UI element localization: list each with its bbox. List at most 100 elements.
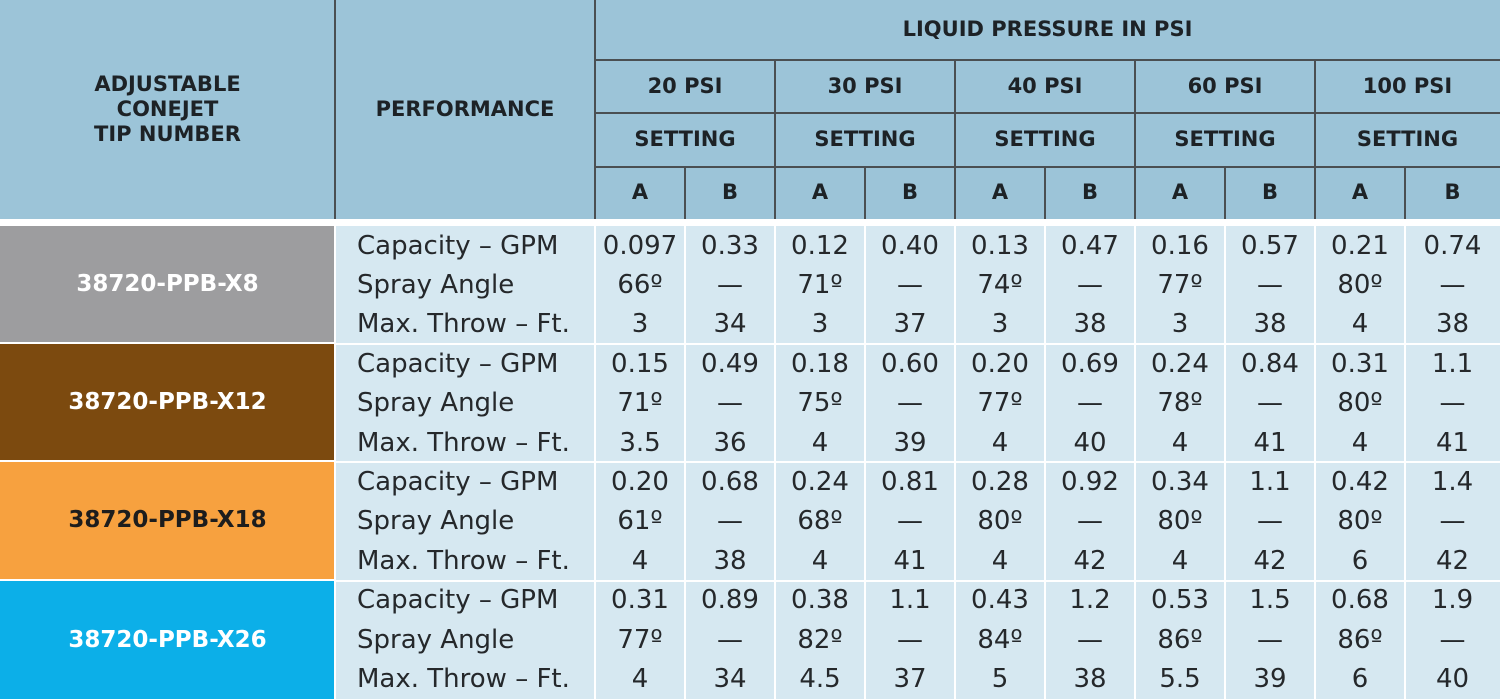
value-cell-text: 1.1 <box>1249 467 1291 498</box>
value-cell: — <box>1045 501 1135 542</box>
setting-letter-header: B <box>865 167 955 219</box>
value-cell-text: 5 <box>991 664 1009 695</box>
value-cell: 41 <box>1225 423 1315 463</box>
value-cell-text: 80º <box>977 506 1023 537</box>
value-cell-text: 34 <box>713 664 747 695</box>
value-cell: 77º <box>1135 265 1225 305</box>
tip-label: 38720-PPB-X12 <box>0 344 335 461</box>
performance-label-text: Spray Angle <box>357 506 515 537</box>
value-cell-text: 37 <box>893 664 927 695</box>
value-cell-text: 0.40 <box>881 230 939 261</box>
setting-header: SETTING <box>1135 113 1315 167</box>
setting-header: SETTING <box>1315 113 1500 167</box>
performance-label: Spray Angle <box>335 501 595 542</box>
value-cell: 77º <box>955 383 1045 423</box>
value-cell-text: — <box>1077 270 1103 301</box>
value-cell: 0.84 <box>1225 344 1315 384</box>
header-gap <box>0 219 1500 226</box>
value-cell-text: 74º <box>977 270 1023 301</box>
value-cell: — <box>1045 265 1135 305</box>
header-divider <box>1404 167 1406 219</box>
value-cell: — <box>1045 383 1135 423</box>
tip-label-text: 38720-PPB-X8 <box>76 271 259 298</box>
value-cell-text: 80º <box>1157 506 1203 537</box>
value-cell: — <box>685 620 775 660</box>
value-cell: 80º <box>955 501 1045 542</box>
value-cell: 86º <box>1315 620 1405 660</box>
value-cell-text: 5.5 <box>1159 664 1201 695</box>
value-cell: 37 <box>865 659 955 699</box>
value-cell: — <box>1225 265 1315 305</box>
value-cell: 1.2 <box>1045 580 1135 620</box>
value-cell-text: 0.74 <box>1423 230 1482 261</box>
value-cell: 84º <box>955 620 1045 660</box>
value-cell: 1.9 <box>1405 580 1500 620</box>
value-cell-text: 1.2 <box>1069 585 1111 616</box>
value-cell-text: 39 <box>893 427 927 458</box>
value-cell-text: 0.18 <box>791 348 849 379</box>
block-divider <box>335 461 1500 464</box>
value-cell-text: 4 <box>1171 545 1189 576</box>
setting-header-text: SETTING <box>634 127 736 152</box>
value-cell: 71º <box>775 265 865 305</box>
value-cell-text: 71º <box>797 270 843 301</box>
pressure-header-text: 60 PSI <box>1187 73 1263 98</box>
setting-header: SETTING <box>595 113 775 167</box>
header-divider <box>595 166 1500 168</box>
value-cell: 0.15 <box>595 344 685 384</box>
value-cell: 1.1 <box>1225 462 1315 502</box>
value-cell: — <box>685 383 775 423</box>
value-cell: 1.1 <box>865 580 955 620</box>
value-cell: 40 <box>1405 659 1500 699</box>
value-cell-text: 3.5 <box>619 427 661 458</box>
value-cell: 0.097 <box>595 226 685 266</box>
value-cell-text: 4 <box>631 664 649 695</box>
performance-label-text: Capacity – GPM <box>357 467 559 498</box>
value-cell-text: 77º <box>617 624 663 655</box>
value-cell-text: 0.53 <box>1151 585 1209 616</box>
value-cell-text: 0.31 <box>1331 348 1389 379</box>
value-cell: 4 <box>1315 304 1405 345</box>
value-cell-text: 86º <box>1157 624 1203 655</box>
value-cell-text: 0.20 <box>611 467 669 498</box>
value-cell: — <box>1405 265 1500 305</box>
value-cell-text: 78º <box>1157 388 1203 419</box>
value-cell-text: 4 <box>1351 309 1369 340</box>
value-cell-text: 0.28 <box>971 467 1029 498</box>
value-cell-text: 0.47 <box>1061 230 1119 261</box>
value-cell: — <box>865 265 955 305</box>
setting-letter-header-text: A <box>631 180 649 205</box>
setting-letter-header-text: A <box>991 180 1009 205</box>
value-cell: 0.31 <box>595 580 685 620</box>
performance-label: Max. Throw – Ft. <box>335 659 595 699</box>
value-cell-text: 0.20 <box>971 348 1029 379</box>
value-cell-text: 3 <box>631 309 649 340</box>
value-cell-text: 75º <box>797 388 843 419</box>
header-divider <box>594 0 596 219</box>
setting-letter-header-text: B <box>1081 180 1098 205</box>
value-cell: 0.68 <box>685 462 775 502</box>
value-cell-text: 40 <box>1435 664 1470 695</box>
setting-letter-header: A <box>955 167 1045 219</box>
value-cell: 0.74 <box>1405 226 1500 266</box>
value-cell-text: 0.81 <box>881 467 939 498</box>
header-divider <box>954 60 956 219</box>
value-cell-text: 0.33 <box>701 230 759 261</box>
value-cell: 0.33 <box>685 226 775 266</box>
value-cell-text: 0.43 <box>971 585 1029 616</box>
setting-letter-header-text: B <box>721 180 738 205</box>
header-divider <box>864 167 866 219</box>
setting-header: SETTING <box>955 113 1135 167</box>
value-cell-text: 4 <box>991 427 1009 458</box>
performance-label: Capacity – GPM <box>335 226 595 266</box>
value-cell: 0.12 <box>775 226 865 266</box>
value-cell-text: 0.42 <box>1331 467 1389 498</box>
value-cell-text: — <box>1439 270 1466 301</box>
header-divider <box>334 0 336 219</box>
setting-header-text: SETTING <box>994 127 1096 152</box>
header-divider <box>1314 60 1316 219</box>
value-cell: 4 <box>775 541 865 581</box>
block-divider <box>335 343 1500 346</box>
value-cell: 4 <box>595 541 685 581</box>
value-cell: 68º <box>775 501 865 542</box>
